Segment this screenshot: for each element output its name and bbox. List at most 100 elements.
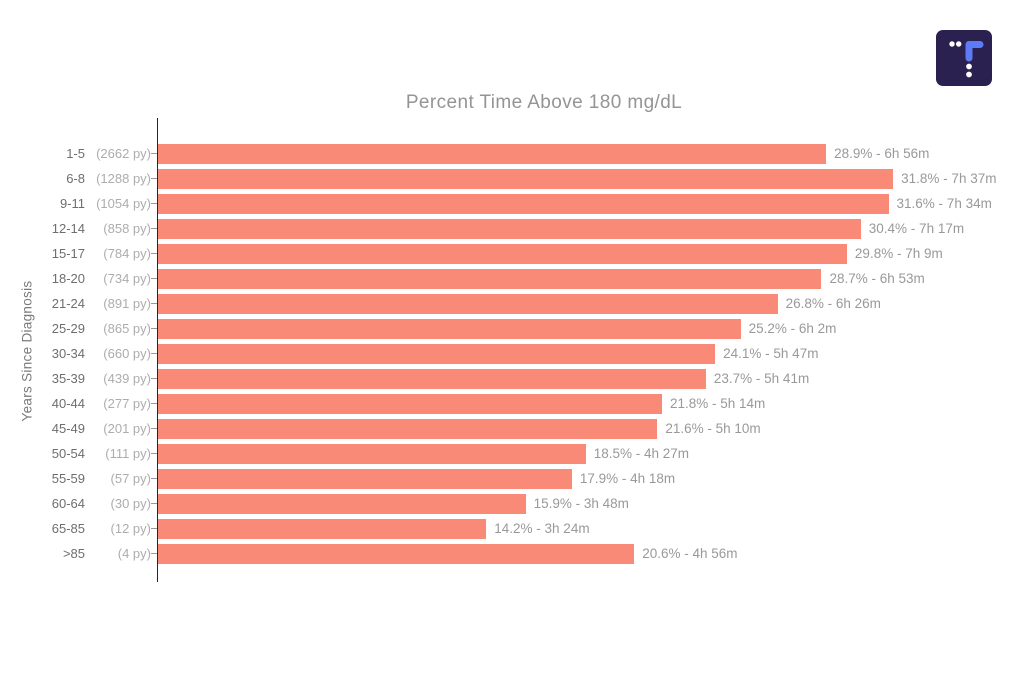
- bar-row: 12-14 (858 py) 30.4% - 7h 17m: [52, 216, 1018, 241]
- bar[interactable]: [158, 418, 658, 439]
- bar-row: 30-34 (660 py) 24.1% - 5h 47m: [52, 341, 1018, 366]
- category-patient-years: (660 py): [103, 346, 151, 361]
- bar[interactable]: [158, 218, 861, 239]
- logo-dot: [966, 63, 972, 70]
- axis-tick: [151, 503, 157, 504]
- bar-value-label: 21.6% - 5h 10m: [665, 421, 761, 436]
- axis-tick: [151, 228, 157, 229]
- category-patient-years: (4 py): [117, 546, 151, 561]
- bar-row: 60-64 (30 py) 15.9% - 3h 48m: [52, 491, 1018, 516]
- category-label: 9-11 (1054 py): [37, 196, 151, 211]
- bar-value-label: 23.7% - 5h 41m: [713, 371, 810, 386]
- category-range: 6-8: [66, 171, 85, 186]
- axis-tick: [151, 378, 157, 379]
- bar[interactable]: [158, 343, 716, 364]
- category-range: 21-24: [51, 296, 85, 311]
- category-range: 18-20: [51, 271, 85, 286]
- bar[interactable]: [158, 468, 572, 489]
- bar-value-label: 14.2% - 3h 24m: [494, 521, 590, 536]
- tidepool-logo: [936, 30, 992, 86]
- bar[interactable]: [158, 193, 889, 214]
- category-range: >85: [62, 546, 85, 561]
- axis-tick: [151, 453, 157, 454]
- category-patient-years: (201 py): [103, 421, 151, 436]
- tidepool-logo-icon: [936, 30, 992, 86]
- axis-tick: [151, 403, 157, 404]
- axis-tick: [151, 528, 157, 529]
- category-label: 15-17 (784 py): [37, 246, 151, 261]
- category-label: 1-5 (2662 py): [37, 146, 151, 161]
- category-range: 40-44: [51, 396, 85, 411]
- category-range: 15-17: [51, 246, 85, 261]
- category-patient-years: (734 py): [103, 271, 151, 286]
- bar[interactable]: [158, 268, 822, 289]
- bar[interactable]: [158, 543, 635, 564]
- logo-dot: [956, 41, 962, 47]
- bar-row: 25-29 (865 py) 25.2% - 6h 2m: [52, 316, 1018, 341]
- category-patient-years: (858 py): [103, 221, 151, 236]
- category-patient-years: (2662 py): [96, 146, 151, 161]
- axis-tick: [151, 153, 157, 154]
- bar-row: 15-17 (784 py) 29.8% - 7h 9m: [52, 241, 1018, 266]
- bar-row: 50-54 (111 py) 18.5% - 4h 27m: [52, 441, 1018, 466]
- logo-bg: [936, 30, 992, 86]
- category-label: 45-49 (201 py): [37, 421, 151, 436]
- bar[interactable]: [158, 168, 894, 189]
- bar[interactable]: [158, 393, 662, 414]
- bar-row: 18-20 (734 py) 28.7% - 6h 53m: [52, 266, 1018, 291]
- bar[interactable]: [158, 443, 586, 464]
- bar-value-label: 30.4% - 7h 17m: [868, 221, 965, 236]
- axis-tick: [151, 428, 157, 429]
- bar-value-label: 28.7% - 6h 53m: [829, 271, 925, 286]
- bar-value-label: 15.9% - 3h 48m: [533, 496, 629, 511]
- bar-value-label: 17.9% - 4h 18m: [579, 471, 676, 486]
- category-patient-years: (277 py): [103, 396, 151, 411]
- bar-row: >85 (4 py) 20.6% - 4h 56m: [63, 541, 1018, 566]
- bar-row: 55-59 (57 py) 17.9% - 4h 18m: [52, 466, 1018, 491]
- bar[interactable]: [158, 143, 827, 164]
- category-range: 65-85: [51, 521, 85, 536]
- bar-row: 9-11 (1054 py) 31.6% - 7h 34m: [60, 191, 1018, 216]
- axis-tick: [151, 328, 157, 329]
- bar[interactable]: [158, 368, 706, 389]
- category-patient-years: (1054 py): [96, 196, 151, 211]
- logo-dot: [949, 41, 955, 47]
- bar[interactable]: [158, 518, 487, 539]
- axis-tick: [151, 478, 157, 479]
- bar[interactable]: [158, 318, 741, 339]
- bar-row: 21-24 (891 py) 26.8% - 6h 26m: [52, 291, 1018, 316]
- axis-tick: [151, 303, 157, 304]
- chart-title: Percent Time Above 180 mg/dL: [405, 92, 683, 113]
- category-patient-years: (439 py): [103, 371, 151, 386]
- category-patient-years: (30 py): [110, 496, 151, 511]
- category-label: 18-20 (734 py): [37, 271, 151, 286]
- category-label: >85 (4 py): [37, 546, 151, 561]
- category-patient-years: (784 py): [103, 246, 151, 261]
- bar-row: 35-39 (439 py) 23.7% - 5h 41m: [52, 366, 1018, 391]
- category-range: 12-14: [51, 221, 85, 236]
- category-range: 1-5: [66, 146, 85, 161]
- category-label: 30-34 (660 py): [37, 346, 151, 361]
- bar[interactable]: [158, 293, 778, 314]
- bar-value-label: 18.5% - 4h 27m: [593, 446, 689, 461]
- bar-value-label: 20.6% - 4h 56m: [642, 546, 738, 561]
- bar-value-label: 31.8% - 7h 37m: [901, 171, 997, 186]
- axis-tick: [151, 178, 157, 179]
- axis-tick: [151, 253, 157, 254]
- bar-value-label: 29.8% - 7h 9m: [854, 246, 943, 261]
- category-patient-years: (57 py): [110, 471, 151, 486]
- logo-dot: [966, 71, 972, 78]
- category-label: 25-29 (865 py): [37, 321, 151, 336]
- y-axis-label: Years Since Diagnosis: [19, 280, 35, 422]
- bar[interactable]: [158, 243, 847, 264]
- bar-rows: 1-5 (2662 py) 28.9% - 6h 56m 6-8 (1288 p…: [52, 118, 1018, 582]
- bar-row: 6-8 (1288 py) 31.8% - 7h 37m: [66, 166, 1018, 191]
- category-range: 30-34: [51, 346, 85, 361]
- category-patient-years: (865 py): [103, 321, 151, 336]
- category-label: 65-85 (12 py): [37, 521, 151, 536]
- category-range: 55-59: [51, 471, 85, 486]
- axis-tick: [151, 203, 157, 204]
- bar[interactable]: [158, 493, 526, 514]
- category-range: 9-11: [59, 196, 85, 211]
